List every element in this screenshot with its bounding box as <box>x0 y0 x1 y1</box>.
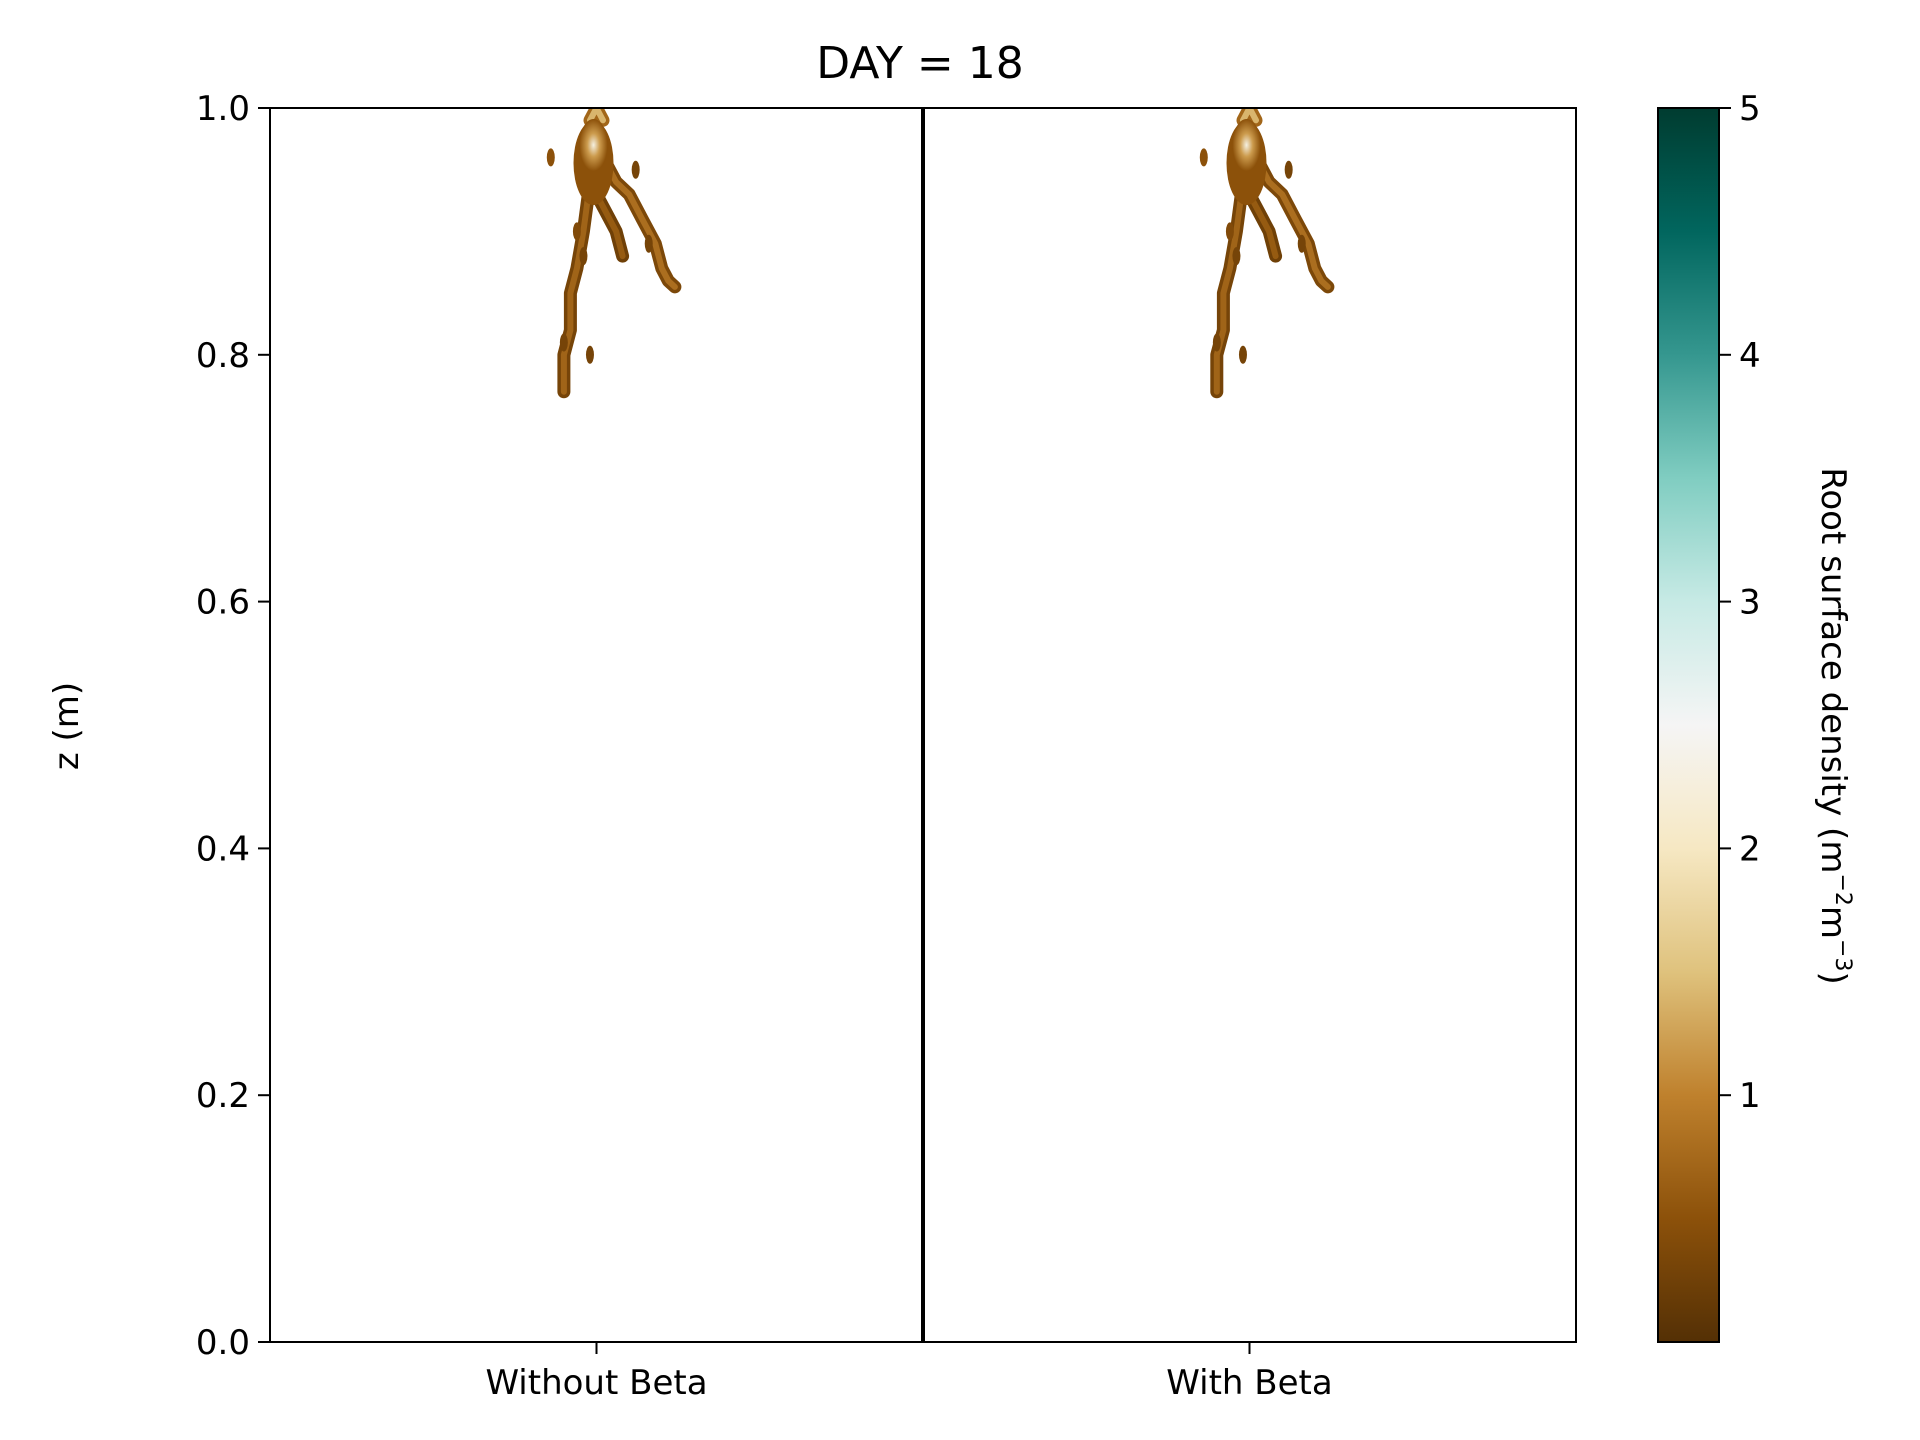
x-tick-label: Without Beta <box>485 1363 707 1403</box>
colorbar-label-sup2: −3 <box>1830 939 1855 971</box>
root-speck <box>559 333 568 352</box>
colorbar-label-main: Root surface density (m <box>1813 467 1853 873</box>
colorbar-tick-label: 1 <box>1739 1076 1761 1116</box>
colorbar-tick-label: 3 <box>1739 583 1761 623</box>
root-speck <box>546 148 555 167</box>
root-speck <box>1225 222 1234 241</box>
root-segment <box>587 108 606 124</box>
root-segment <box>1246 191 1279 260</box>
root-speck <box>631 160 640 179</box>
root-segment <box>593 191 626 260</box>
colorbar-tick-label: 4 <box>1739 336 1761 376</box>
root-speck <box>579 247 588 266</box>
plot-frame <box>269 107 1577 1343</box>
x-axis-ticks: Without Beta With Beta <box>485 1342 1333 1403</box>
heatmap-panel <box>1199 108 1335 399</box>
y-tick-label: 0.6 <box>196 583 250 623</box>
root-speck <box>644 234 653 253</box>
y-tick-label: 0.0 <box>196 1323 250 1363</box>
y-tick-label: 0.4 <box>196 829 250 869</box>
colorbar-ticks: 1 2 3 4 5 <box>1719 89 1761 1116</box>
root-crown-peak <box>579 119 608 172</box>
root-speck <box>585 345 594 364</box>
y-tick-label: 1.0 <box>196 89 250 129</box>
root-speck <box>1284 160 1293 179</box>
heatmap-panel <box>546 108 682 399</box>
x-tick-label: With Beta <box>1166 1363 1332 1403</box>
plot-area: 0.0 0.2 0.4 0.6 0.8 1.0 Without Beta With Beta <box>196 89 1577 1403</box>
root-speck <box>572 222 581 241</box>
y-tick-label: 0.8 <box>196 336 250 376</box>
root-segment <box>1253 154 1331 290</box>
root-segment <box>600 154 678 290</box>
colorbar-label: Root surface density (m−2m−3) <box>1813 467 1855 984</box>
root-speck <box>1297 234 1306 253</box>
root-speck <box>1238 345 1247 364</box>
root-segment <box>1240 108 1259 124</box>
root-segment <box>560 129 600 395</box>
y-axis-ticks: 0.0 0.2 0.4 0.6 0.8 1.0 <box>196 89 270 1363</box>
colorbar-tick-label: 5 <box>1739 89 1761 129</box>
colorbar: 1 2 3 4 5 Root surface density (m−2m−3) <box>1657 89 1855 1343</box>
heatmap-panels <box>546 108 1335 399</box>
root-segment <box>1213 129 1253 395</box>
colorbar-gradient <box>1657 107 1720 1343</box>
root-speck <box>1199 148 1208 167</box>
colorbar-label-mid: m <box>1813 906 1853 939</box>
colorbar-tick-label: 2 <box>1739 829 1761 869</box>
colorbar-label-sup1: −2 <box>1830 873 1855 905</box>
root-crown-peak <box>1232 119 1261 172</box>
y-tick-label: 0.2 <box>196 1076 250 1116</box>
colorbar-label-end: ) <box>1813 971 1853 984</box>
chart-title: DAY = 18 <box>816 38 1024 89</box>
root-speck <box>1212 333 1221 352</box>
y-axis-label: z (m) <box>47 682 87 770</box>
root-speck <box>1232 247 1241 266</box>
